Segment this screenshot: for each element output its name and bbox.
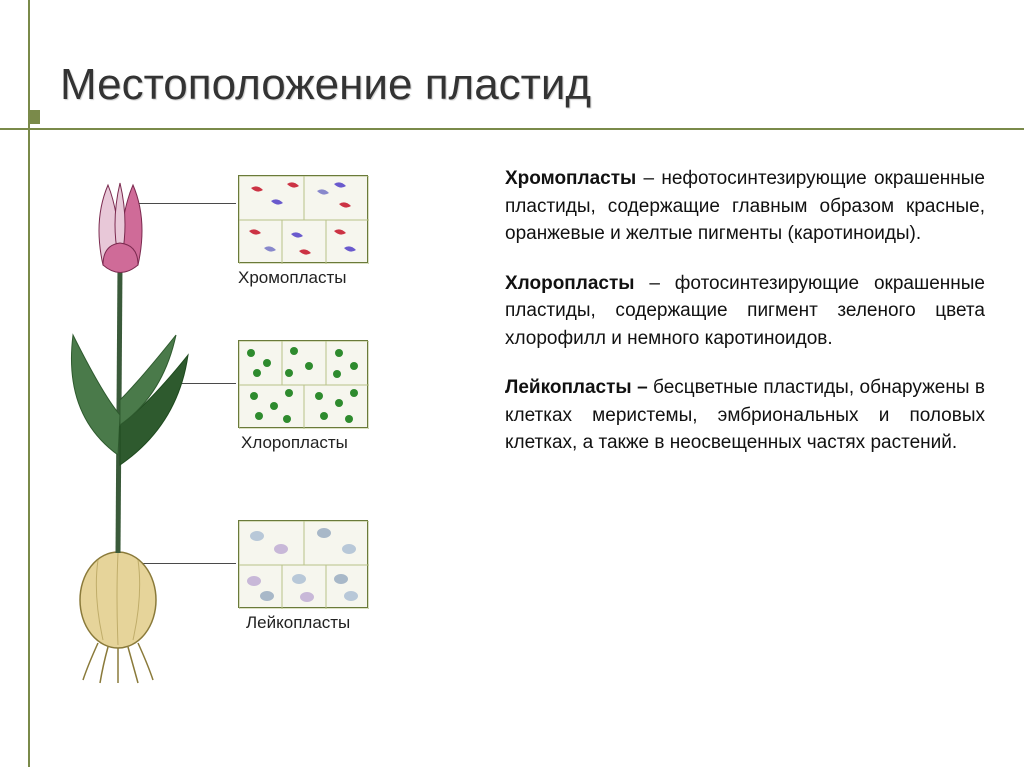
term-chloroplasts: Хлоропласты (505, 273, 635, 294)
label-leucoplasts: Лейкопласты (246, 613, 350, 633)
title-underline (0, 128, 1024, 130)
cell-chromoplasts (238, 175, 368, 263)
tulip-illustration (48, 165, 218, 685)
term-leucoplasts: Лейкопласты – (505, 377, 648, 398)
para-chloroplasts: Хлоропласты – фотосинтезирующие окрашенн… (505, 270, 985, 353)
term-chromoplasts: Хромопласты (505, 168, 636, 189)
text-column: Хромопласты – нефотосинтезирующие окраше… (505, 165, 985, 479)
para-chromoplasts: Хромопласты – нефотосинтезирующие окраше… (505, 165, 985, 248)
para-leucoplasts: Лейкопласты – бесцветные пластиды, обнар… (505, 374, 985, 457)
diagram-area: Хромопласты Хлоропласты (48, 165, 488, 695)
side-tick (28, 110, 40, 124)
cell-chloroplasts (238, 340, 368, 428)
cell-leucoplasts (238, 520, 368, 608)
label-chloroplasts: Хлоропласты (241, 433, 348, 453)
label-chromoplasts: Хромопласты (238, 268, 346, 288)
slide-title: Местоположение пластид (60, 60, 591, 110)
